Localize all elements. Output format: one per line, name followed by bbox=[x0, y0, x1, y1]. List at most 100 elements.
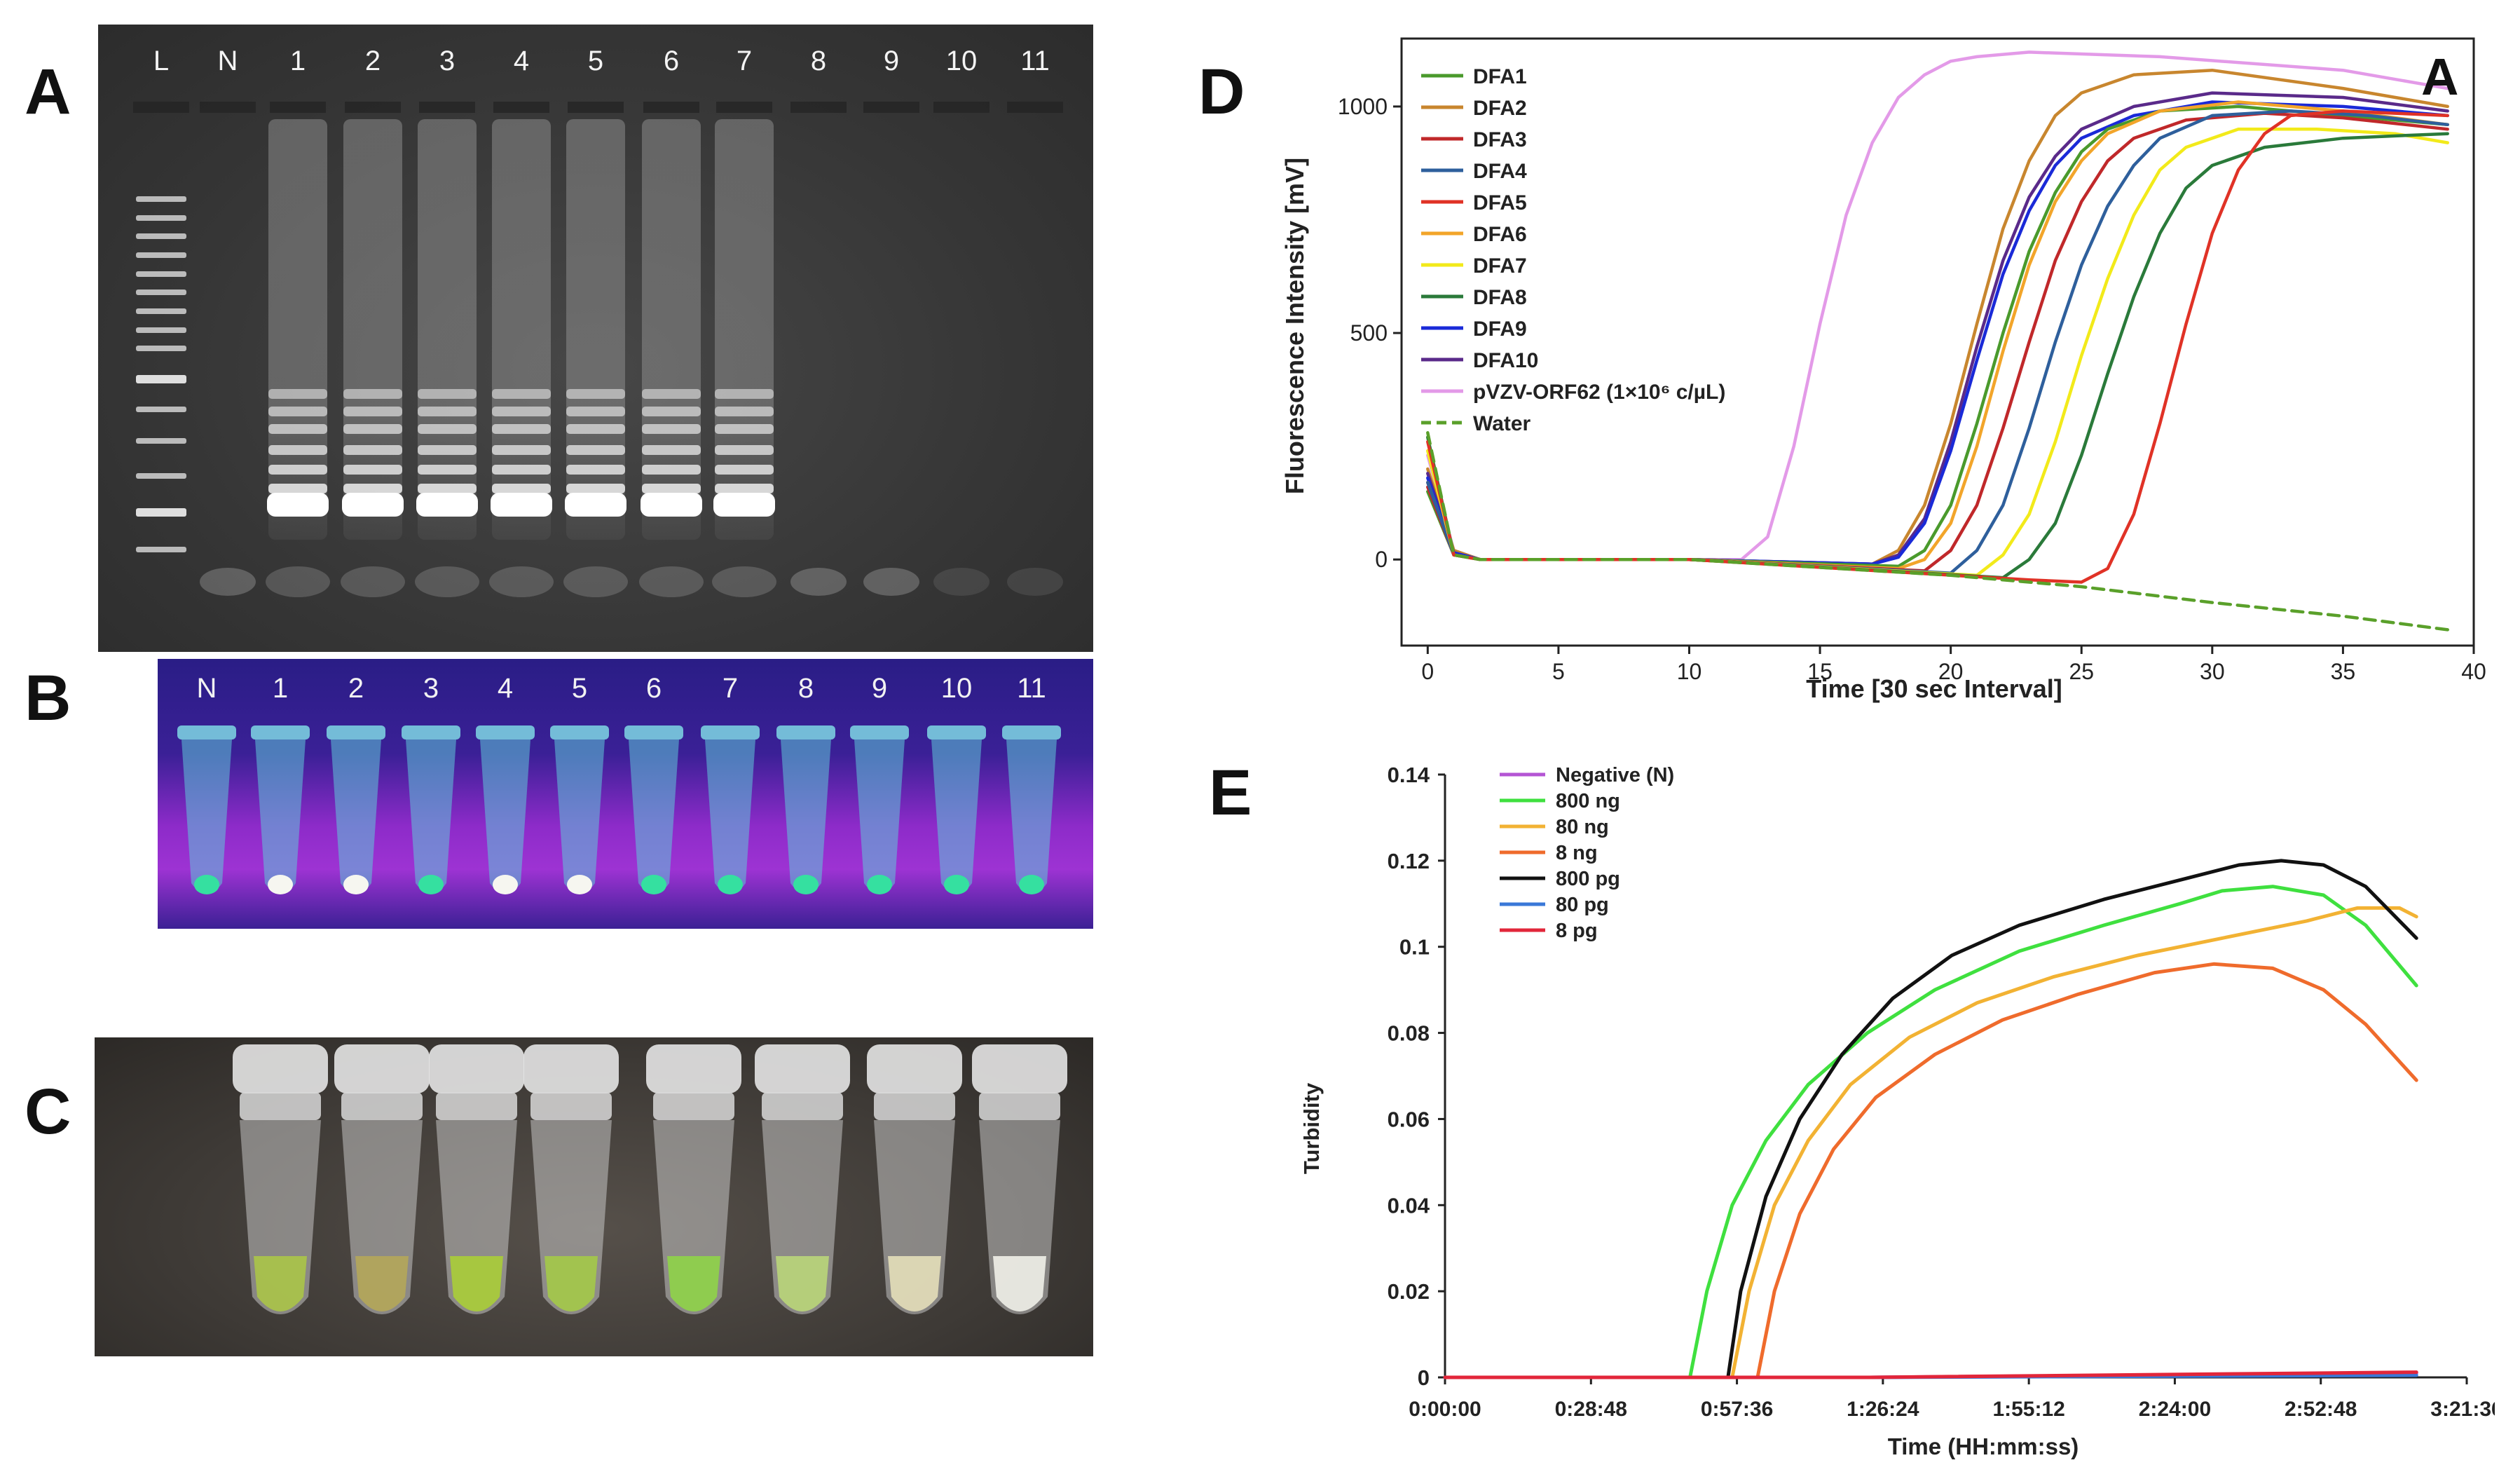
uv-tube-label: 2 bbox=[348, 673, 364, 704]
legend-label: DFA7 bbox=[1473, 254, 1527, 278]
primer-dimer-smear bbox=[563, 566, 628, 597]
amplicon-band bbox=[268, 445, 327, 455]
amplicon-smear bbox=[418, 119, 477, 540]
ladder-band bbox=[136, 508, 186, 517]
tube-liquid bbox=[776, 1256, 829, 1311]
amplicon-band bbox=[343, 445, 402, 455]
chart-d-frame bbox=[1400, 37, 2475, 647]
ladder-band bbox=[136, 233, 186, 239]
gel-well bbox=[716, 102, 772, 113]
ladder-band bbox=[136, 346, 186, 351]
primer-dimer-smear bbox=[712, 566, 776, 597]
gel-lane-label: 9 bbox=[883, 46, 900, 76]
legend-label: 8 ng bbox=[1556, 842, 1598, 864]
uv-tube-label: 3 bbox=[423, 673, 439, 704]
x-tick-label: 15 bbox=[1807, 659, 1833, 684]
x-tick-label: 25 bbox=[2069, 659, 2094, 684]
uv-tube bbox=[177, 725, 236, 894]
x-tick-label: 20 bbox=[1938, 659, 1964, 684]
amplicon-band bbox=[268, 389, 327, 399]
gel-well bbox=[200, 102, 256, 113]
uv-tube bbox=[850, 725, 909, 894]
legend-label: 800 pg bbox=[1556, 868, 1620, 890]
uv-tube-row bbox=[177, 725, 1061, 894]
tube-strip bbox=[233, 1044, 1067, 1314]
ladder-band bbox=[136, 196, 186, 202]
amplicon-band bbox=[343, 465, 402, 475]
amplicon-band bbox=[715, 465, 774, 475]
uv-tube bbox=[402, 725, 460, 894]
y-tick-label: 0.14 bbox=[1388, 763, 1430, 787]
gel-lane-label: 6 bbox=[663, 46, 680, 76]
uv-tube bbox=[927, 725, 986, 894]
legend-label: DFA10 bbox=[1473, 349, 1538, 372]
amplicon-band bbox=[343, 424, 402, 434]
gel-well bbox=[133, 102, 189, 113]
reaction-tube bbox=[429, 1044, 524, 1314]
x-tick-label: 3:21:36 bbox=[2430, 1398, 2495, 1421]
amplicon-band bbox=[715, 424, 774, 434]
tube-liquid bbox=[993, 1256, 1046, 1311]
ladder-band bbox=[136, 327, 186, 333]
amplicon-band bbox=[566, 389, 625, 399]
reaction-tube bbox=[233, 1044, 328, 1314]
series-line-water bbox=[1426, 431, 2449, 632]
gel-well bbox=[790, 102, 847, 113]
gel-well bbox=[419, 102, 475, 113]
uv-tube bbox=[476, 725, 535, 894]
uv-tube bbox=[327, 725, 385, 894]
y-tick-label: 0.04 bbox=[1388, 1193, 1430, 1218]
uv-tube bbox=[776, 725, 835, 894]
legend-label: DFA1 bbox=[1473, 65, 1527, 88]
amplicon-band bbox=[343, 389, 402, 399]
amplicon-band bbox=[268, 465, 327, 475]
gel-lane-label: 4 bbox=[513, 46, 530, 76]
gel-lane-label: 1 bbox=[289, 46, 306, 76]
amplicon-band bbox=[268, 424, 327, 434]
amplicon-band bbox=[715, 484, 774, 493]
legend-label: pVZV-ORF62 (1×10⁶ c/µL) bbox=[1473, 381, 1725, 404]
reaction-tube bbox=[646, 1044, 741, 1314]
amplicon-smear bbox=[492, 119, 551, 540]
primary-amplicon-band bbox=[267, 493, 329, 517]
primer-dimer-smear bbox=[1007, 568, 1063, 596]
fluorescence-chart: 0 5 10 15 20 25 30 35 40 0 500 1000 DFA1 DFA2 DFA3 DFA… bbox=[1280, 37, 2486, 703]
uv-tube bbox=[624, 725, 683, 894]
y-tick-label: 0.12 bbox=[1388, 849, 1430, 873]
amplicon-band bbox=[492, 424, 551, 434]
turbidity-series-line bbox=[1443, 1370, 2418, 1379]
x-tick-label: 35 bbox=[2331, 659, 2356, 684]
gel-well bbox=[270, 102, 326, 113]
reaction-tube bbox=[972, 1044, 1067, 1314]
legend-label: 800 ng bbox=[1556, 790, 1620, 812]
primer-dimer-smear bbox=[200, 568, 256, 596]
turbidity-chart: 0 0.02 0.04 0.06 0.08 0.1 0.12 0.14 0:00:00 0:28:… bbox=[1299, 763, 2495, 1459]
ladder-band bbox=[136, 407, 186, 412]
x-tick-label: 0 bbox=[1421, 659, 1434, 684]
reaction-tube bbox=[523, 1044, 619, 1314]
x-tick-label: 1:26:24 bbox=[1847, 1398, 1919, 1421]
uv-fluorescence-tubes-image: N 1 2 3 4 5 6 7 8 9 10 11 bbox=[158, 659, 1093, 929]
tube-liquid bbox=[667, 1256, 720, 1311]
turbidity-series-line bbox=[1688, 885, 2418, 1379]
tube-liquid bbox=[545, 1256, 598, 1311]
amplicon-band bbox=[566, 445, 625, 455]
primer-dimer-smear bbox=[489, 566, 554, 597]
gel-lanes bbox=[133, 102, 1063, 597]
amplicon-band bbox=[642, 424, 701, 434]
amplicon-band bbox=[715, 445, 774, 455]
gel-lane-label: 5 bbox=[587, 46, 604, 76]
reaction-tube bbox=[867, 1044, 962, 1314]
primer-dimer-smear bbox=[415, 566, 479, 597]
legend-label: DFA5 bbox=[1473, 191, 1527, 214]
primary-amplicon-band bbox=[342, 493, 404, 517]
amplicon-band bbox=[492, 407, 551, 416]
amplicon-band bbox=[566, 424, 625, 434]
ladder-band bbox=[136, 215, 186, 221]
amplicon-band bbox=[343, 484, 402, 493]
amplicon-band bbox=[642, 407, 701, 416]
gel-well bbox=[345, 102, 401, 113]
amplicon-band bbox=[642, 465, 701, 475]
uv-tube-label: 10 bbox=[940, 673, 973, 704]
legend-label: DFA9 bbox=[1473, 318, 1527, 341]
